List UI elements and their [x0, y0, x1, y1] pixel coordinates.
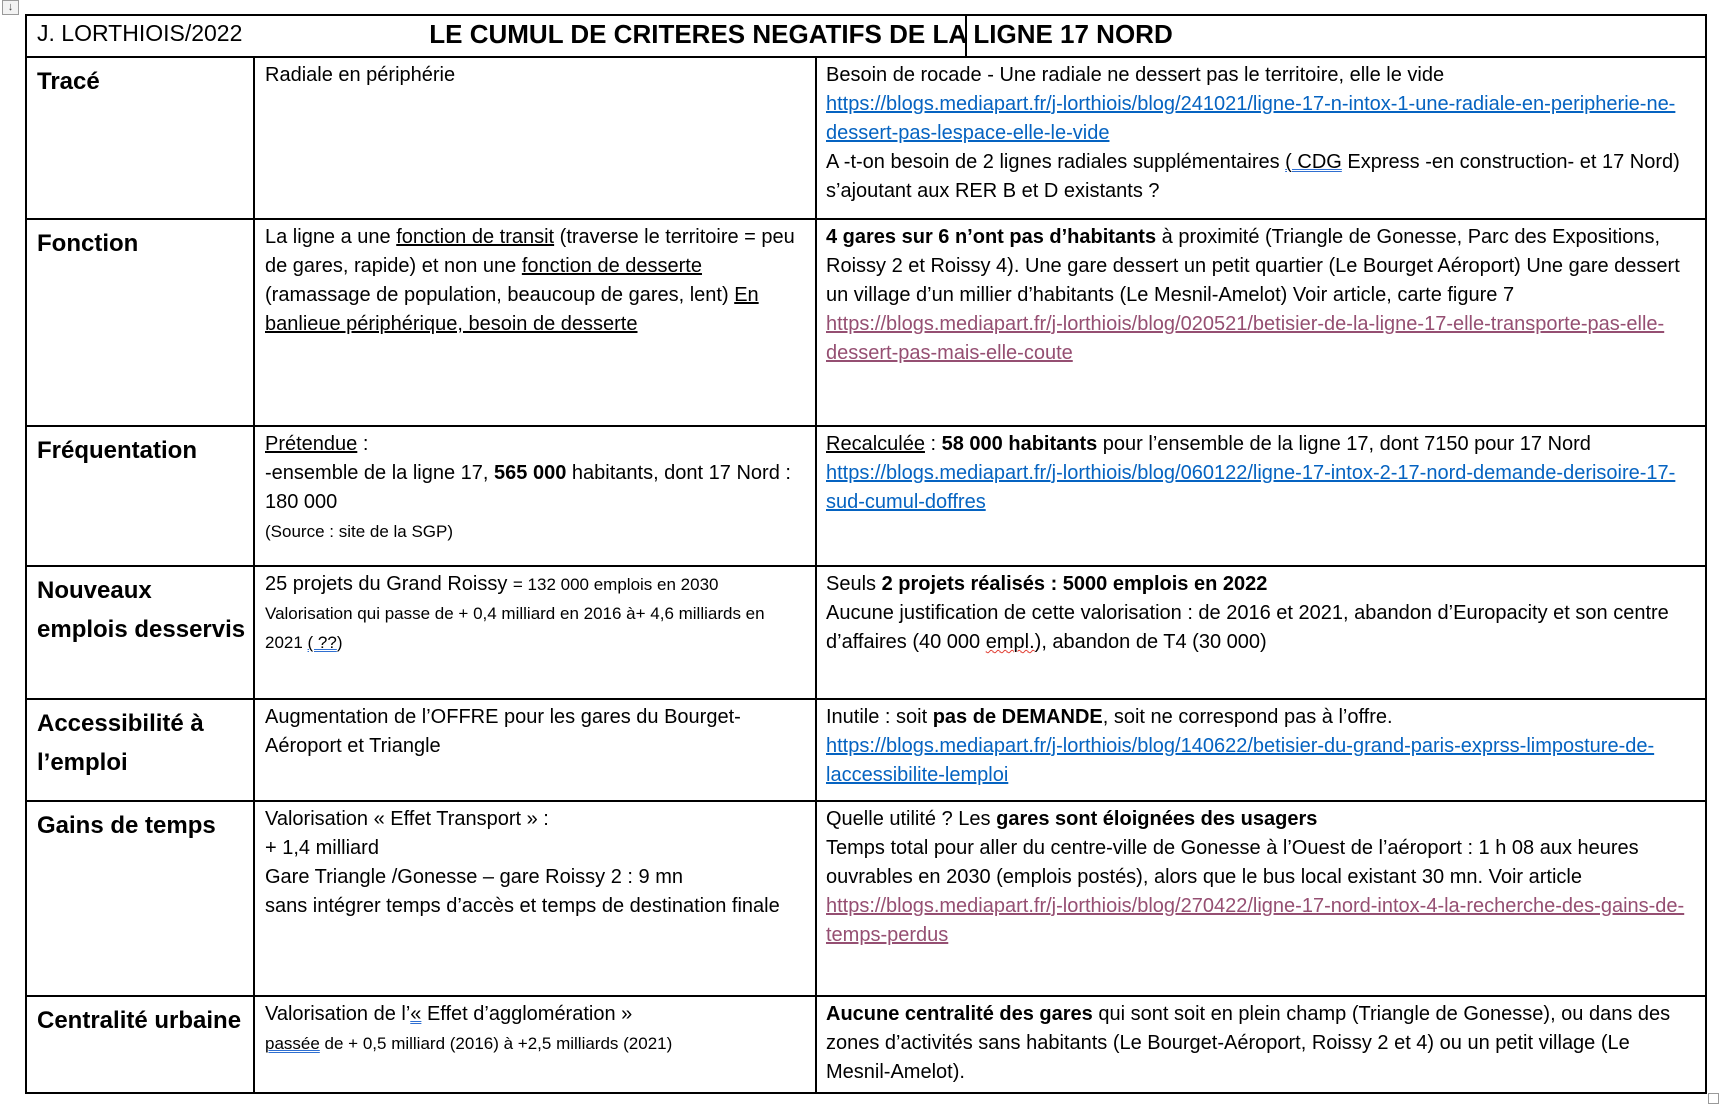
- text-run: Express -en construction- et 17 Nord) s’…: [826, 151, 1680, 202]
- category-cell: Nouveaux emplois desservis: [25, 565, 255, 700]
- header-cell: LE CUMUL DE CRITERES NEGATIFS DE LA LIGN…: [24, 14, 1708, 58]
- text-run: pour l’ensemble de la ligne 17, dont 715…: [1097, 433, 1591, 455]
- text-run: à proximité (Triangle de Gonesse, Parc d…: [826, 226, 1680, 306]
- category-cell: Centralité urbaine: [25, 995, 255, 1094]
- text-run: Quelle utilité ? Les: [826, 808, 997, 830]
- table-row: Nouveaux emplois desservis 25 projets du…: [25, 565, 1708, 700]
- category-cell: Accessibilité à l’emploi: [25, 698, 255, 802]
- text-run: ): [336, 633, 343, 652]
- rebuttal-cell: Seuls 2 projets réalisés : 5000 emplois …: [814, 565, 1708, 700]
- text-run: «: [410, 1003, 422, 1025]
- text-run: Besoin de rocade - Une radiale ne desser…: [826, 64, 1445, 86]
- text-run: Temps total pour aller du centre-ville d…: [826, 837, 1639, 888]
- rebuttal-cell: 4 gares sur 6 n’ont pas d’habitants à pr…: [814, 218, 1708, 427]
- text-run: fonction de transit: [396, 226, 555, 248]
- text-run: (traverse le territoire = peu de gares, …: [265, 226, 795, 277]
- rebuttal-cell: Quelle utilité ? Les gares sont éloignée…: [814, 800, 1708, 997]
- text-run: 565 000: [494, 462, 567, 484]
- text-run: Inutile : soit: [826, 706, 933, 728]
- criteria-table: LE CUMUL DE CRITERES NEGATIFS DE LA LIGN…: [24, 14, 1708, 1094]
- category-cell: Tracé: [25, 56, 255, 220]
- text-run: -ensemble de la ligne 17,: [265, 462, 495, 484]
- table-row: Centralité urbaine Valorisation de l’« E…: [25, 995, 1708, 1094]
- header-row: LE CUMUL DE CRITERES NEGATIFS DE LA LIGN…: [24, 14, 1708, 58]
- text-run: A -t-on besoin de 2 lignes radiales supp…: [826, 151, 1286, 173]
- rebuttal-cell: Besoin de rocade - Une radiale ne desser…: [814, 56, 1708, 220]
- text-run: empl.: [985, 631, 1035, 653]
- text-run: (ramassage de population, beaucoup de ga…: [265, 284, 735, 306]
- text-run: Radiale en périphérie: [265, 64, 456, 86]
- page-title: LE CUMUL DE CRITERES NEGATIFS DE LA LIGN…: [429, 19, 1173, 49]
- text-run: , soit ne correspond pas à l’offre.: [1102, 706, 1393, 728]
- text-run: Seuls: [826, 573, 882, 595]
- text-run: fonction de desserte: [521, 255, 702, 277]
- text-run: passée: [265, 1034, 320, 1053]
- hyperlink[interactable]: https://blogs.mediapart.fr/j-lorthiois/b…: [826, 313, 1665, 364]
- header-divider: [965, 17, 967, 55]
- table-row: Tracé Radiale en périphérie Besoin de ro…: [25, 56, 1708, 220]
- claim-cell: 25 projets du Grand Roissy = 132 000 emp…: [253, 565, 817, 700]
- rebuttal-cell: Inutile : soit pas de DEMANDE, soit ne c…: [814, 698, 1708, 802]
- text-run: Effet d’agglomération »: [421, 1003, 633, 1025]
- hyperlink[interactable]: https://blogs.mediapart.fr/j-lorthiois/b…: [826, 735, 1655, 786]
- text-run: 25 projets du Grand Roissy: [265, 573, 513, 595]
- text-run: (Source : site de la SGP): [265, 522, 454, 541]
- hyperlink[interactable]: https://blogs.mediapart.fr/j-lorthiois/b…: [826, 895, 1685, 946]
- text-run: ( CDG: [1285, 151, 1342, 173]
- text-run: pas de DEMANDE: [932, 706, 1103, 728]
- claim-cell: La ligne a une fonction de transit (trav…: [253, 218, 817, 427]
- claim-cell: Prétendue : -ensemble de la ligne 17, 565…: [253, 425, 817, 567]
- category-cell: Fréquentation: [25, 425, 255, 567]
- text-run: ), abandon de T4 (30 000): [1034, 631, 1267, 653]
- text-run: Aucune justification de cette valorisati…: [826, 602, 1669, 653]
- hyperlink[interactable]: https://blogs.mediapart.fr/j-lorthiois/b…: [826, 462, 1676, 513]
- hyperlink[interactable]: https://blogs.mediapart.fr/j-lorthiois/b…: [826, 93, 1676, 144]
- text-run: sans intégrer temps d’accès et temps de …: [265, 895, 780, 917]
- text-run: Valorisation de l’: [265, 1003, 411, 1025]
- category-cell: Fonction: [25, 218, 255, 427]
- text-run: 58 000 habitants: [941, 433, 1098, 455]
- table-resize-handle[interactable]: [1708, 1093, 1719, 1104]
- table-row: Accessibilité à l’emploi Augmentation de…: [25, 698, 1708, 802]
- text-run: = 132 000 emplois en 2030: [512, 575, 719, 594]
- text-run: En banlieue périphérique, besoin de dess…: [265, 284, 759, 335]
- claim-cell: Valorisation de l’« Effet d’agglomératio…: [253, 995, 817, 1094]
- text-run: Valorisation « Effet Transport » :: [265, 808, 549, 830]
- text-run: La ligne a une: [265, 226, 397, 248]
- text-run: 2 projets réalisés : 5000 emplois en 202…: [881, 573, 1268, 595]
- author-label: J. LORTHIOIS/2022: [37, 20, 243, 46]
- rebuttal-cell: Aucune centralité des gares qui sont soi…: [814, 995, 1708, 1094]
- table-row: Gains de temps Valorisation « Effet Tran…: [25, 800, 1708, 997]
- text-run: ( ??: [307, 633, 337, 652]
- claim-cell: Radiale en périphérie: [253, 56, 817, 220]
- claim-cell: Augmentation de l’OFFRE pour les gares d…: [253, 698, 817, 802]
- text-run: Recalculée: [826, 433, 925, 455]
- text-run: de + 0,5 milliard (2016) à +2,5 milliard…: [319, 1034, 673, 1053]
- text-run: + 1,4 milliard: [265, 837, 379, 859]
- text-run: Aucune centralité des gares: [826, 1003, 1093, 1025]
- text-run: Valorisation qui passe de + 0,4 milliard…: [265, 604, 765, 652]
- text-run: Augmentation de l’OFFRE pour les gares d…: [265, 706, 741, 757]
- table-move-handle-icon[interactable]: ↓: [2, 0, 19, 15]
- text-run: Prétendue: [265, 433, 358, 455]
- claim-cell: Valorisation « Effet Transport » : + 1,4 …: [253, 800, 817, 997]
- table-row: Fonction La ligne a une fonction de tran…: [25, 218, 1708, 427]
- text-run: qui sont soit en plein champ (Triangle d…: [826, 1003, 1671, 1083]
- text-run: gares sont éloignées des usagers: [996, 808, 1318, 830]
- text-run: habitants, dont 17 Nord : 180 000: [265, 462, 791, 513]
- text-run: :: [924, 433, 942, 455]
- text-run: Gare Triangle /Gonesse – gare Roissy 2 :…: [265, 866, 683, 888]
- text-run: :: [357, 433, 369, 455]
- text-run: 4 gares sur 6 n’ont pas d’habitants: [826, 226, 1157, 248]
- rebuttal-cell: Recalculée : 58 000 habitants pour l’ens…: [814, 425, 1708, 567]
- category-cell: Gains de temps: [25, 800, 255, 997]
- table-row: Fréquentation Prétendue : -ensemble de la…: [25, 425, 1708, 567]
